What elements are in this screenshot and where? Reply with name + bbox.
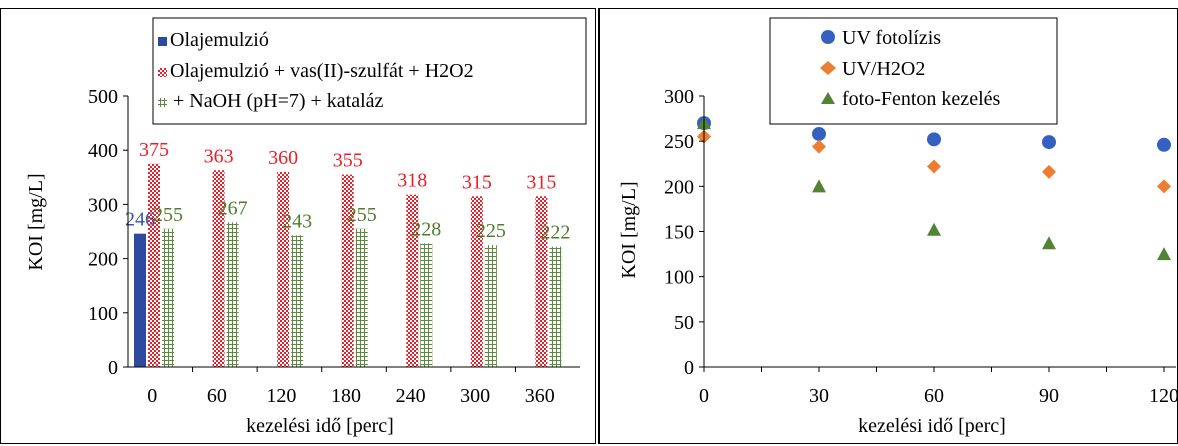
data-point-triangle [1157,247,1171,261]
bar [470,196,483,367]
legend-label: foto-Fenton kezelés [842,88,1000,110]
bar [162,228,174,367]
data-point-circle [1042,135,1056,150]
y-axis-label: KOI [mg/L] [618,181,640,278]
bar-data-label: 243 [282,210,312,232]
bar [549,246,562,367]
bar-data-label: 267 [218,197,248,219]
legend-box [769,17,1058,125]
bar-data-label: 355 [333,150,363,172]
legend-label: UV fotolízis [842,27,941,49]
bar [134,233,146,367]
bar [277,171,290,367]
legend-label: Olajemulzió [170,29,269,51]
x-tick-label: 30 [809,385,829,407]
legend-marker-circle [821,30,835,44]
bar [406,194,419,367]
bar-data-label: 228 [411,218,441,240]
legend-label: Olajemulzió + vas(II)-szulfát + H2O2 [170,60,474,82]
y-axis-label: KOI [mg/L] [25,173,47,270]
scatter-points [697,116,1171,261]
legend-marker-diamond [820,61,836,75]
legend-marker-triangle [821,92,835,104]
y-tick-label: 400 [88,140,118,162]
data-point-diamond [1042,164,1056,179]
bar-data-label: 225 [476,220,506,242]
legend-swatch-solid [158,37,167,46]
bar [212,170,225,367]
y-tick-label: 0 [108,357,118,379]
legend-swatch-grid [158,98,167,107]
x-tick-label: 240 [396,385,426,407]
y-tick-label: 300 [664,86,694,108]
bar [355,228,368,367]
y-axis-ticks: 0 100 200 300 400 500 [88,86,128,379]
x-axis-label: kezelési idő [perc] [858,415,1006,437]
y-tick-label: 100 [88,303,118,325]
bar-data-label: 246 [125,209,155,231]
legend-label: + NaOH (pH=7) + kataláz [173,90,384,112]
x-axis-ticks: 0 30 60 90 120 [699,367,1178,407]
bar-series-group [134,163,562,367]
y-tick-label: 250 [664,131,694,153]
bar-data-label: 255 [347,204,377,226]
bar-data-label: 315 [462,171,492,193]
x-axis-ticks: 0 60 120 180 240 300 360 [147,367,555,407]
x-tick-label: 0 [147,385,157,407]
bar-data-label: 375 [139,139,169,161]
bar [535,196,548,367]
bar [291,235,304,367]
bar [420,243,433,367]
legend-box [152,17,587,125]
left-chart-frame [0,8,596,444]
data-point-diamond [1157,179,1171,194]
x-tick-label: 0 [699,385,709,407]
scatter-chart: 0 50 100 150 200 250 300 0 30 60 90 120 kezelési i… [618,17,1178,437]
legend-label: UV/H2O2 [842,58,925,80]
bar-data-labels: 246 375 255 363 267 360 243 355 255 318 228 315 225 3… [125,139,570,244]
x-tick-label: 180 [331,385,361,407]
bar-chart: 246 375 255 363 267 360 243 355 255 318 228 315 225 3… [25,17,587,437]
legend: UV fotolízis UV/H2O2 foto-Fenton kezelés [769,17,1058,125]
x-tick-label: 300 [460,385,490,407]
x-tick-label: 360 [525,385,555,407]
data-point-triangle [812,179,826,193]
y-axis-ticks: 0 50 100 150 200 250 300 [664,86,704,379]
data-point-circle [927,132,941,147]
data-point-diamond [812,139,826,154]
data-point-diamond [927,159,941,174]
bar-data-label: 363 [204,145,234,167]
y-tick-label: 150 [664,222,694,244]
y-tick-label: 200 [664,176,694,198]
legend: Olajemulzió Olajemulzió + vas(II)-szulfá… [152,17,587,125]
data-point-circle [1157,137,1171,152]
bar [341,174,354,367]
data-point-circle [812,126,826,141]
data-point-triangle [1042,236,1056,250]
legend-swatch-checker [158,68,167,77]
y-tick-label: 50 [674,312,694,334]
x-tick-label: 120 [1149,385,1178,407]
x-tick-label: 60 [207,385,227,407]
bar-data-label: 318 [397,170,427,192]
y-tick-label: 500 [88,86,118,108]
bar-data-label: 222 [540,222,570,244]
y-tick-label: 0 [684,357,694,379]
y-tick-label: 100 [664,267,694,289]
data-point-triangle [927,222,941,236]
bar-data-label: 255 [153,204,183,226]
bar [148,163,160,367]
x-tick-label: 60 [924,385,944,407]
x-axis-label: kezelési idő [perc] [246,415,394,437]
bar [226,222,239,367]
x-tick-label: 90 [1039,385,1059,407]
y-tick-label: 200 [88,249,118,271]
bar-data-label: 360 [268,147,298,169]
bar [484,245,497,367]
y-tick-label: 300 [88,194,118,216]
x-tick-label: 120 [266,385,296,407]
bar-data-label: 315 [526,171,556,193]
